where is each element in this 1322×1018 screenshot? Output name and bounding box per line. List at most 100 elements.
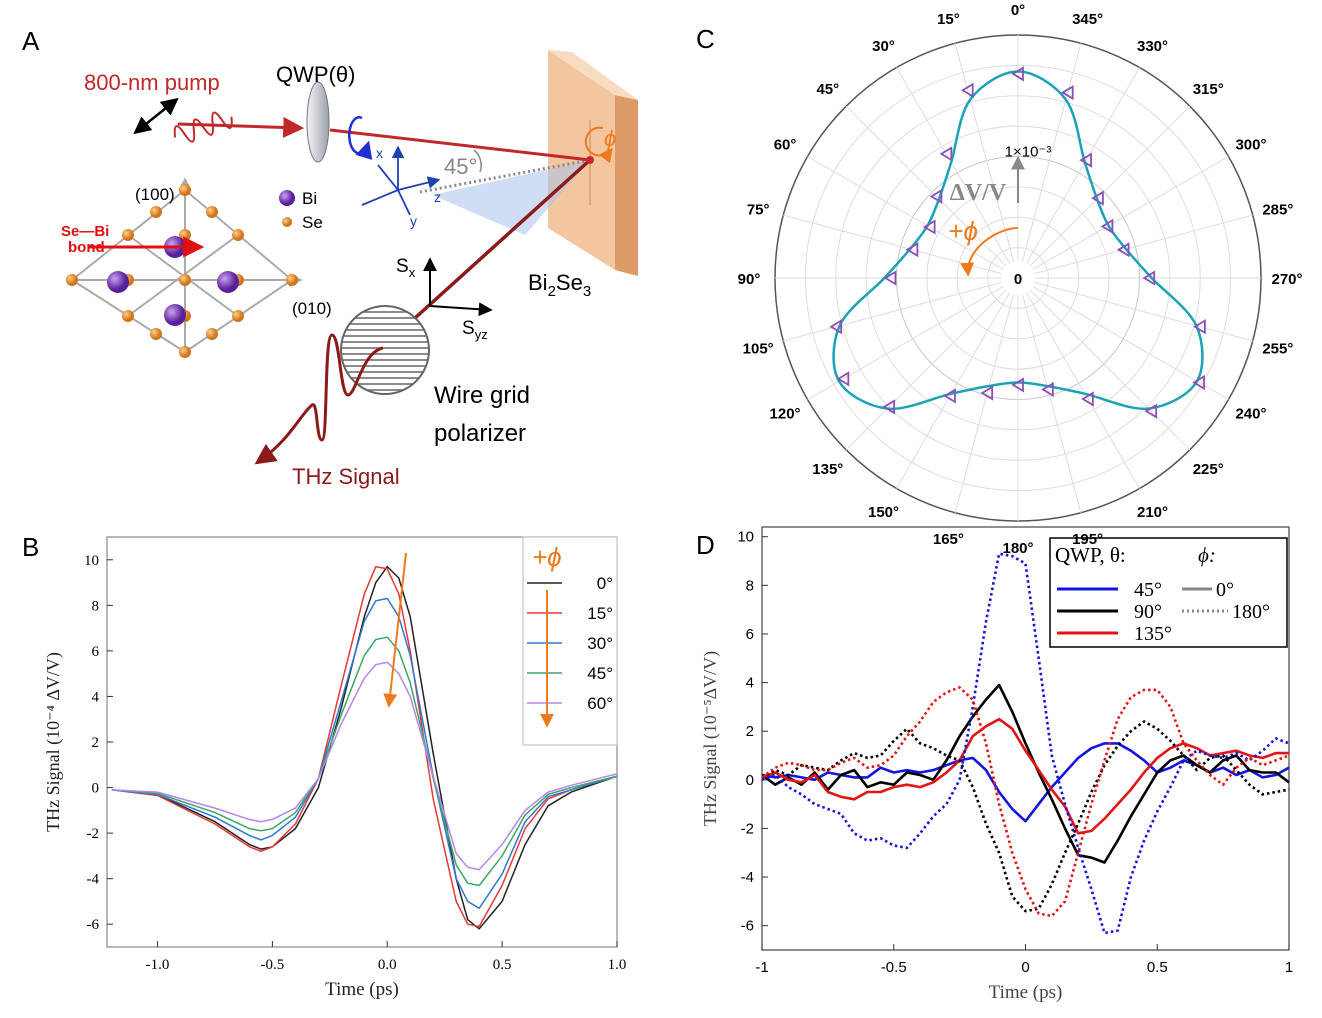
x-tick-label: 1.0 (608, 957, 627, 973)
angle-arc (473, 149, 482, 173)
angle-grid (1021, 294, 1082, 513)
legend-label: 15° (587, 604, 613, 623)
x-tick-label: 0.5 (493, 957, 512, 973)
angle-label: 60° (774, 137, 797, 154)
legend-label: 45° (587, 664, 613, 683)
angle-label: 180° (1002, 540, 1033, 557)
y-axis-label: THz Signal (10⁻⁵ΔV/V) (700, 651, 721, 826)
sample-label: Bi2Se3 (528, 270, 591, 300)
legend-title: +ϕ (532, 542, 562, 572)
axis-line (361, 189, 399, 206)
direction-label: (010) (292, 299, 332, 318)
text: Bi (528, 270, 548, 295)
angle-grid (1032, 286, 1229, 400)
incidence-angle: 45° (444, 154, 477, 179)
legend-label: Se (302, 213, 323, 232)
angle-label: 120° (770, 406, 801, 423)
angle-grid (1034, 214, 1253, 275)
y-tick-label: 0 (746, 772, 754, 789)
setup-diagram: 45° x y z 800-nm pump QWP(θ) ϕ Bi2Se3 Sx… (61, 50, 638, 489)
focus-spot (586, 156, 594, 164)
data-marker (1060, 84, 1074, 101)
series-line (762, 552, 1289, 935)
wire-grid-lines (341, 311, 429, 391)
angle-label: 90° (738, 271, 761, 288)
data-marker (1144, 403, 1158, 419)
sample-top (548, 50, 638, 100)
plot-0: -1.0 -0.5 0.0 0.5 1.0 -6 -4 -2 0 2 4 6 8 10 Time (ps) T… (43, 536, 627, 1000)
angle-label: 30° (872, 38, 895, 55)
legend-marker (282, 217, 292, 227)
angle-label: 195° (1072, 531, 1103, 548)
angle-label: 285° (1262, 201, 1293, 218)
y-tick-label: -2 (741, 820, 754, 837)
legend-label: Bi (302, 189, 317, 208)
angle-label: 330° (1137, 38, 1168, 55)
data-marker (922, 219, 936, 235)
x-axis-label: Time (ps) (989, 982, 1063, 1003)
angle-label: 225° (1193, 461, 1224, 478)
x-tick-label: -0.5 (261, 957, 285, 973)
data-marker (882, 399, 896, 415)
angle-grid (1026, 67, 1140, 264)
data-marker (905, 242, 919, 258)
x-tick-label: 1 (1285, 959, 1293, 976)
y-tick-label: 10 (737, 529, 754, 546)
axis-y (397, 189, 411, 216)
angle-label: 135° (812, 461, 843, 478)
angle-grid (1029, 289, 1191, 451)
angle-label: 0° (1011, 2, 1025, 19)
y-tick-label: 0 (92, 781, 100, 797)
normal-line (419, 158, 591, 194)
angle-grid (783, 281, 1002, 342)
data-marker (1011, 377, 1024, 393)
axis-label: y (410, 213, 417, 229)
pump-label: 800-nm pump (84, 70, 220, 95)
y-tick-label: 4 (92, 689, 100, 705)
axis-label: z (434, 189, 441, 205)
series-line (762, 683, 1289, 864)
series-line (762, 720, 1289, 913)
angle-grid (1026, 292, 1140, 489)
direction-arrow (383, 552, 407, 708)
direction-label: (100) (135, 185, 175, 204)
panel-label: C (696, 24, 715, 54)
legend-title: ϕ: (1198, 543, 1216, 567)
data-marker (1100, 218, 1114, 234)
y-axis-label: THz Signal (10⁻⁴ ΔV/V) (43, 652, 64, 832)
series-line (762, 717, 1289, 835)
rotation-arrow (348, 116, 373, 160)
data-marker (939, 146, 953, 162)
angle-grid (896, 67, 1010, 264)
series-line (762, 686, 1289, 918)
angle-label: 45° (816, 81, 839, 98)
y-tick-label: 6 (746, 626, 754, 643)
r-grid (1017, 277, 1019, 279)
y-tick-label: 8 (746, 577, 754, 594)
qwp-label: QWP(θ) (276, 62, 355, 87)
angle-grid (1021, 43, 1082, 262)
thz-beam (413, 158, 592, 320)
phi-label: ϕ (604, 126, 616, 151)
text: 3 (583, 283, 591, 300)
data-marker (836, 371, 850, 387)
data-marker (1142, 270, 1156, 286)
angle-label: 315° (1193, 81, 1224, 98)
data-marker (1091, 190, 1104, 206)
y-tick-label: 6 (92, 644, 100, 660)
data-marker (1041, 381, 1054, 398)
angle-label: 150° (868, 504, 899, 521)
data-marker (1011, 66, 1024, 82)
legend-label: 30° (587, 634, 613, 653)
data-marker (829, 319, 842, 335)
series-line (111, 565, 617, 930)
polar-plot: 0° 15° 30° 45° 60° 75° 90° 105° 120° 135° 150° 165°… (738, 2, 1303, 557)
angle-grid (1032, 156, 1229, 270)
angle-grid (954, 294, 1015, 513)
panel-label: B (22, 532, 39, 562)
legend-title: QWP, θ: (1055, 543, 1126, 567)
direction-arrow (960, 227, 1019, 277)
r-tick-label: 1×10⁻³ (1005, 144, 1052, 161)
angle-grid (807, 156, 1004, 270)
